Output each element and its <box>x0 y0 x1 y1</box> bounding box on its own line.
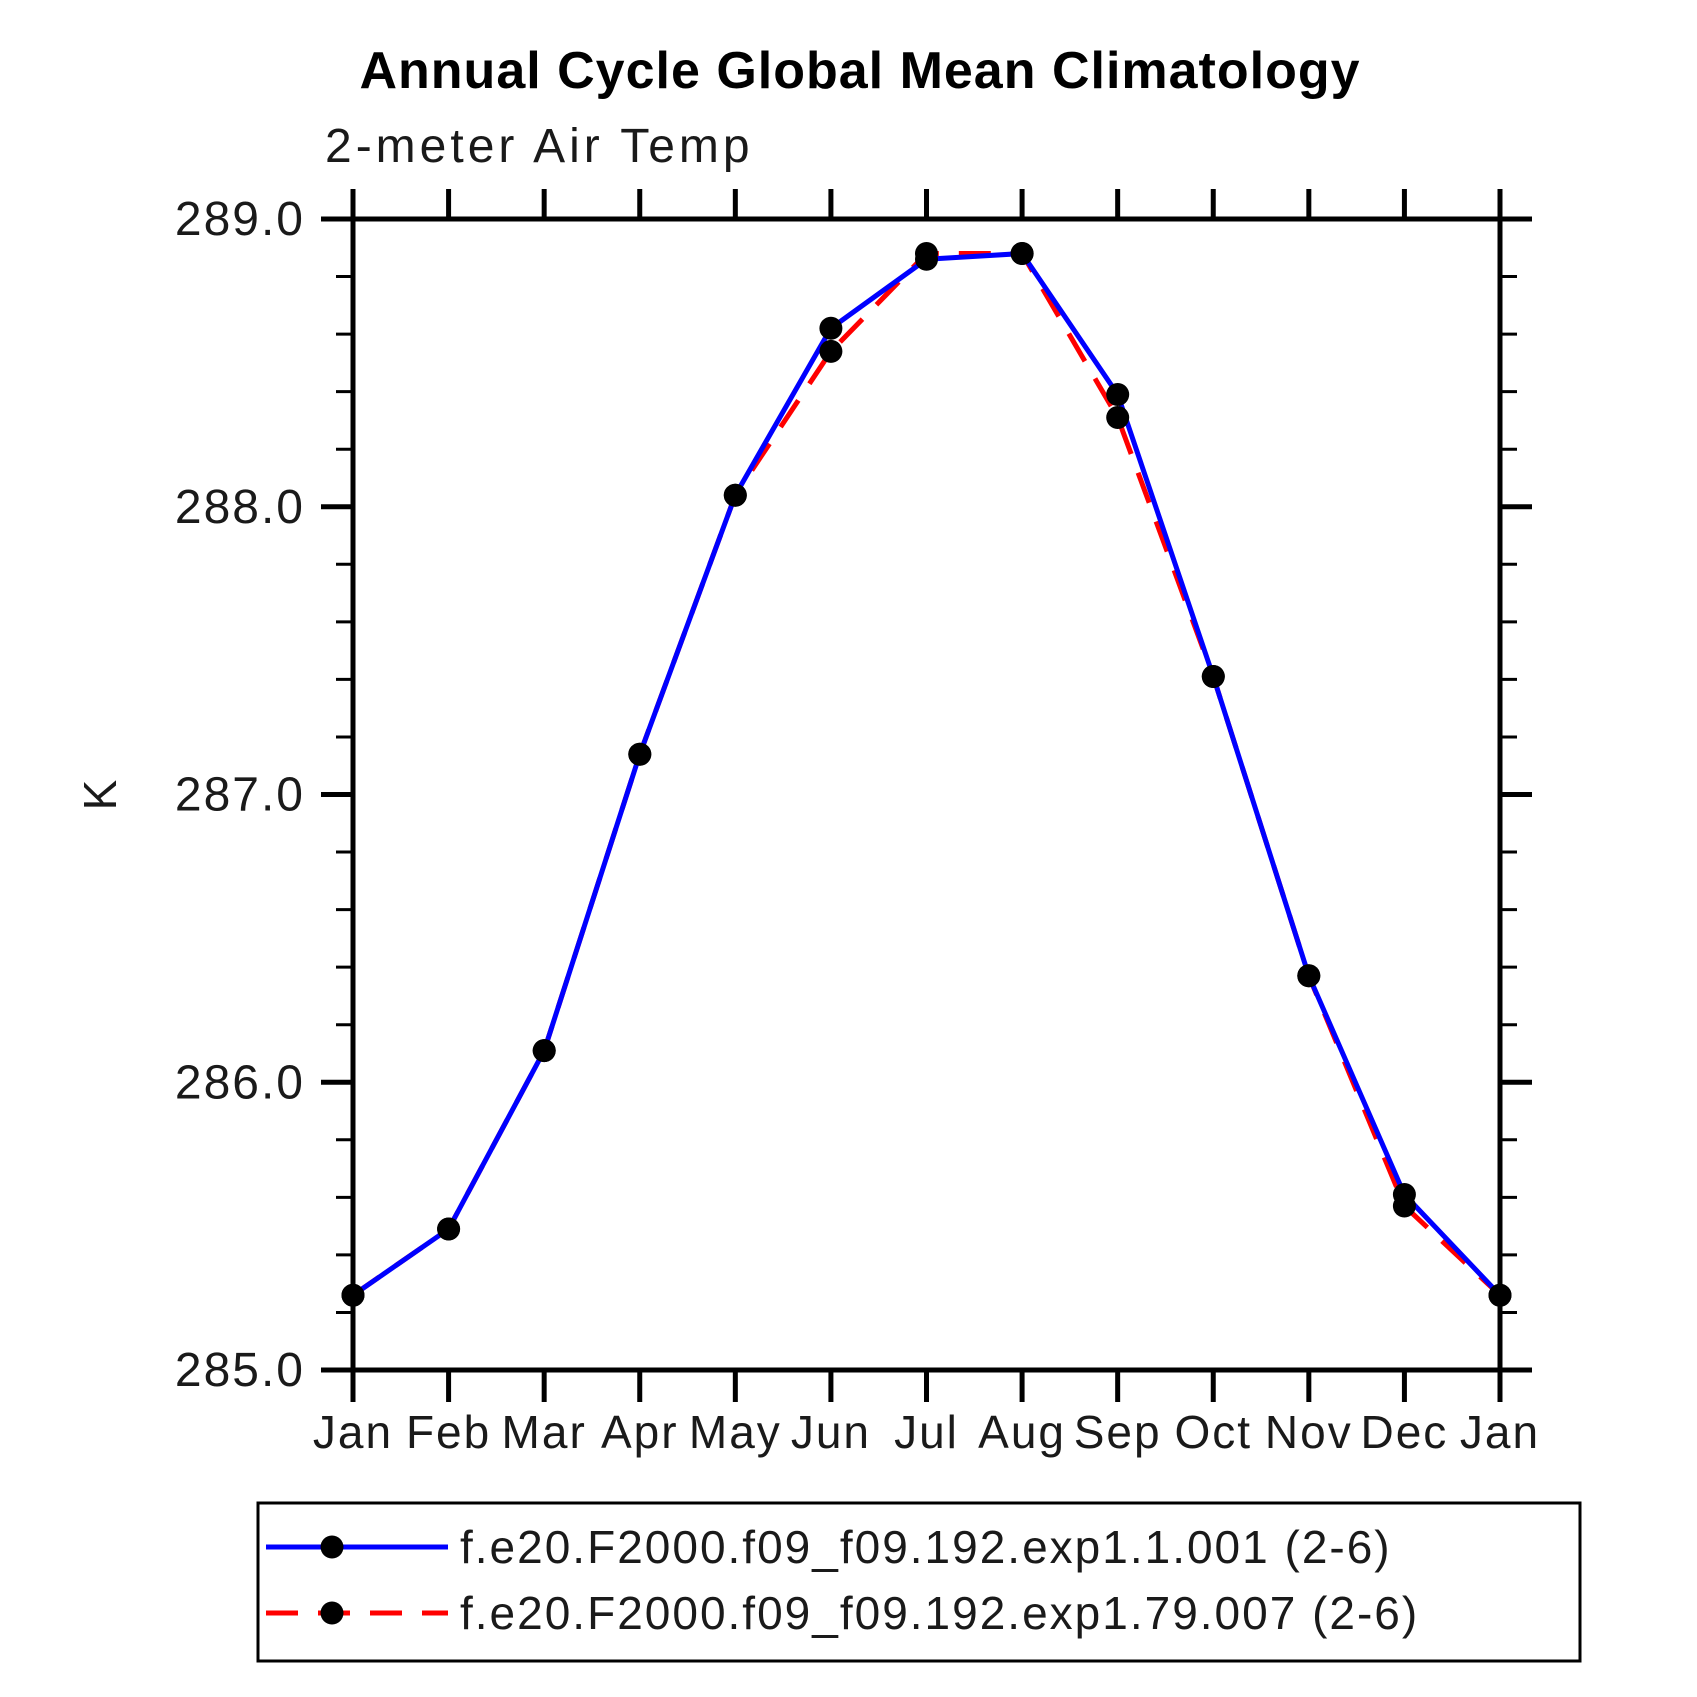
data-point-marker <box>819 316 843 340</box>
chart-subtitle: 2-meter Air Temp <box>325 120 754 173</box>
series-line-2 <box>351 251 1502 1298</box>
x-tick-label: Aug <box>978 1406 1066 1458</box>
legend-label-series1: f.e20.F2000.f09_f09.192.exp1.1.001 (2-6) <box>460 1521 1392 1573</box>
legend-label-series2: f.e20.F2000.f09_f09.192.exp1.79.007 (2-6… <box>460 1587 1419 1639</box>
x-tick-label: Apr <box>601 1406 679 1458</box>
data-point-marker <box>915 247 938 271</box>
x-tick-label: Jan <box>313 1406 393 1458</box>
legend-box <box>256 1501 1582 1663</box>
x-tick-label: Jul <box>894 1406 959 1458</box>
x-tick-label: Feb <box>406 1406 491 1458</box>
x-tick-label: Oct <box>1174 1406 1252 1458</box>
y-tick-label: 289.0 <box>175 193 305 246</box>
legend-marker-dot <box>320 1535 344 1559</box>
data-point-marker <box>1201 665 1225 688</box>
data-point-marker <box>628 742 652 766</box>
data-point-marker <box>1297 964 1321 988</box>
legend-item: f.e20.F2000.f09_f09.192.exp1.1.001 (2-6) <box>266 1521 1392 1573</box>
y-tick-label: 287.0 <box>175 769 305 822</box>
x-tick-label: Jan <box>1460 1406 1540 1458</box>
data-point-marker <box>1010 242 1034 265</box>
data-point-marker <box>532 1039 556 1063</box>
x-tick-label: May <box>689 1406 782 1458</box>
data-point-marker <box>341 1283 365 1307</box>
legend-item: f.e20.F2000.f09_f09.192.exp1.79.007 (2-6… <box>266 1587 1419 1639</box>
data-point-marker <box>437 1217 461 1241</box>
chart-title: Annual Cycle Global Mean Climatology <box>359 42 1360 100</box>
legend: f.e20.F2000.f09_f09.192.exp1.1.001 (2-6)… <box>256 1501 1582 1663</box>
legend-marker-dot <box>320 1601 344 1625</box>
x-tick-label: Sep <box>1074 1406 1162 1458</box>
x-tick-label: Nov <box>1265 1406 1353 1458</box>
x-tick-label: Mar <box>502 1406 587 1458</box>
data-point-marker <box>1106 383 1130 406</box>
data-point-marker <box>723 483 747 507</box>
y-tick-label: 286.0 <box>175 1056 305 1109</box>
series-line-1 <box>351 251 1502 1298</box>
data-point-marker <box>1392 1183 1416 1206</box>
y-tick-label: 285.0 <box>175 1344 305 1397</box>
data-point-marker <box>1106 406 1130 429</box>
data-point-marker <box>819 339 843 363</box>
axis-frame <box>350 216 1503 1373</box>
y-axis-title: K <box>74 779 126 810</box>
y-tick-label: 288.0 <box>175 481 305 534</box>
data-point-marker <box>1488 1283 1512 1307</box>
x-tick-label: Jun <box>791 1406 871 1458</box>
x-tick-label: Dec <box>1361 1406 1449 1458</box>
